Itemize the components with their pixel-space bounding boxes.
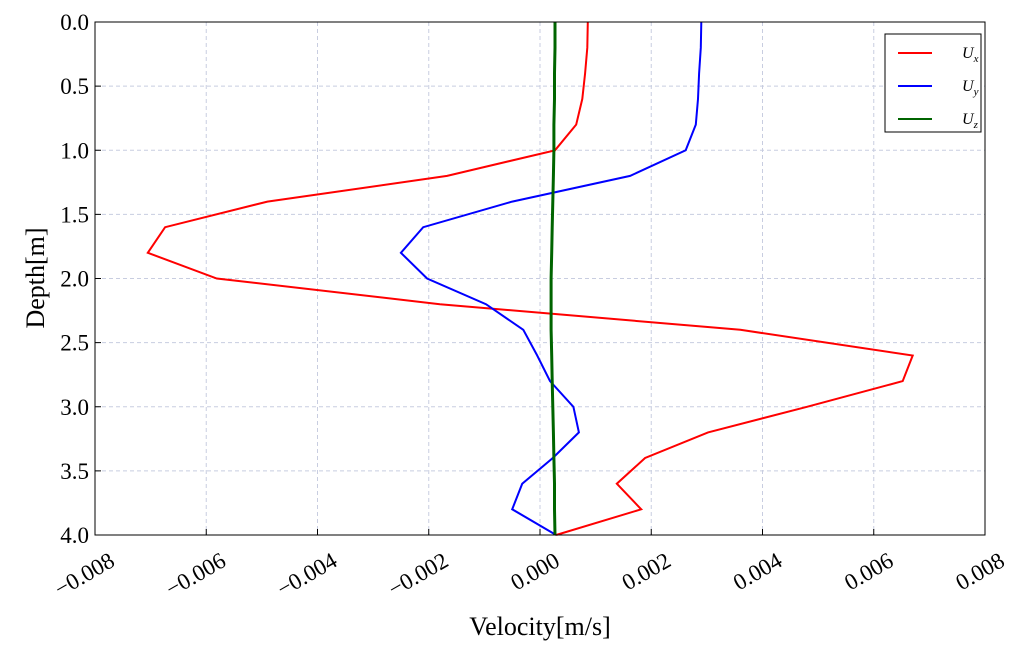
data-line — [146, 21, 915, 536]
x-tick-label: 0.002 — [618, 548, 675, 596]
x-tick-label: 0.008 — [951, 548, 1008, 596]
x-tick-label: 0.006 — [840, 548, 897, 596]
data-line — [399, 21, 703, 536]
y-tick-label: 3.0 — [60, 395, 89, 420]
x-tick-label: 0.004 — [729, 547, 787, 595]
y-tick-label: 4.0 — [60, 523, 89, 548]
legend-box — [884, 33, 982, 133]
x-tick-label: −0.008 — [50, 548, 119, 602]
y-tick-label: 2.5 — [60, 331, 89, 356]
x-tick-label: 0.000 — [506, 548, 563, 596]
y-tick-label: 1.5 — [60, 202, 89, 227]
y-axis-label: Depth[m] — [21, 227, 50, 328]
y-tick-label: 2.0 — [60, 267, 89, 292]
y-tick-label: 3.5 — [60, 459, 89, 484]
y-tick-label: 1.0 — [60, 138, 89, 163]
data-line — [549, 22, 557, 536]
x-tick-label: −0.002 — [384, 548, 453, 602]
x-tick-label: −0.006 — [161, 548, 230, 602]
x-axis-label: Velocity[m/s] — [469, 612, 611, 641]
x-tick-label: −0.004 — [273, 547, 342, 601]
y-tick-label: 0.5 — [60, 74, 89, 99]
y-tick-label: 0.0 — [60, 10, 89, 35]
